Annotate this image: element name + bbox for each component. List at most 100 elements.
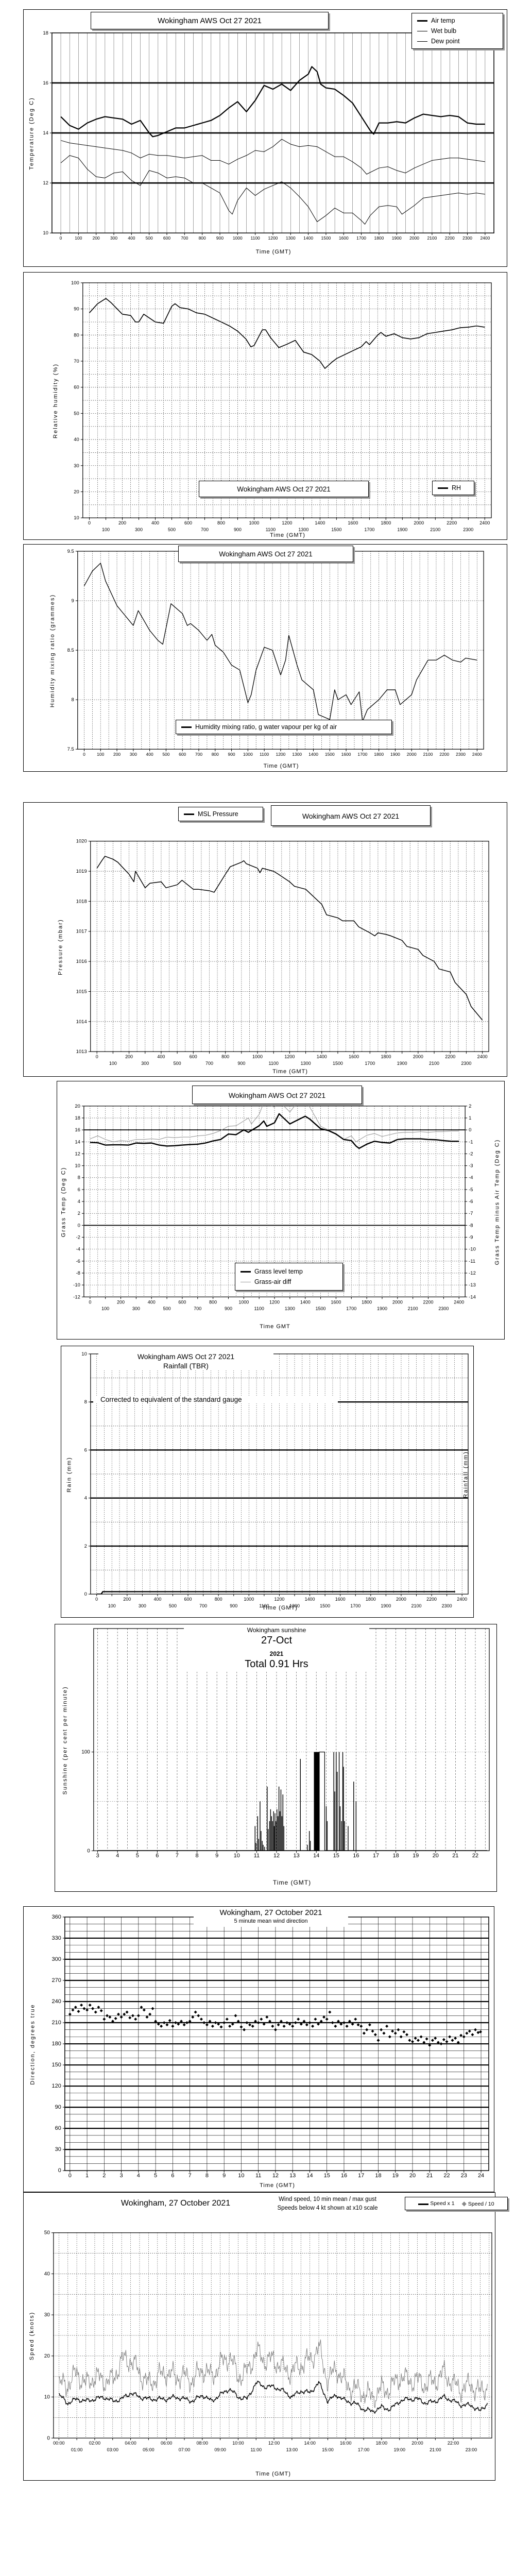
svg-text:1600: 1600 (331, 1299, 341, 1304)
svg-text:100: 100 (81, 1750, 90, 1755)
svg-text:1900: 1900 (397, 527, 407, 532)
chart-title-line1: Wokingham sunshine (247, 1626, 306, 1634)
svg-text:1000: 1000 (243, 752, 253, 757)
svg-text:100: 100 (102, 527, 110, 532)
svg-text:200: 200 (93, 235, 100, 241)
svg-text:01:00: 01:00 (71, 2447, 82, 2452)
svg-text:2300: 2300 (442, 1603, 452, 1608)
svg-text:600: 600 (184, 1597, 192, 1602)
svg-text:900: 900 (216, 235, 224, 241)
svg-text:8.5: 8.5 (67, 648, 74, 653)
svg-text:300: 300 (52, 1956, 61, 1962)
svg-text:800: 800 (212, 752, 219, 757)
x-axis-title: Time (GMT) (262, 1605, 298, 1611)
svg-text:2300: 2300 (462, 235, 472, 241)
y-axis-title-text: Rain (mm) (66, 1456, 73, 1493)
svg-text:18:00: 18:00 (376, 2441, 387, 2446)
svg-text:7: 7 (188, 2173, 192, 2179)
svg-text:09:00: 09:00 (214, 2447, 226, 2452)
svg-text:1300: 1300 (292, 752, 302, 757)
svg-text:1100: 1100 (269, 1061, 279, 1066)
x-axis-title: Time (GMT) (272, 1879, 312, 1886)
svg-text:800: 800 (215, 1597, 222, 1602)
svg-text:100: 100 (108, 1603, 116, 1608)
svg-text:3: 3 (120, 2173, 123, 2179)
legend: Air temp Wet bulb Dew point (411, 13, 503, 49)
svg-text:0: 0 (84, 1591, 87, 1597)
legend: Humidity mixing ratio, g water vapour pe… (176, 720, 392, 734)
svg-text:18: 18 (375, 2173, 381, 2179)
svg-text:18: 18 (392, 1853, 399, 1859)
x-axis-title: Time (GMT) (255, 249, 291, 255)
y2-axis-title-text: Grass Temp minus Air Temp (Deg C) (494, 1139, 501, 1265)
svg-text:-9: -9 (469, 1235, 473, 1241)
svg-text:70: 70 (74, 359, 79, 364)
svg-text:1700: 1700 (365, 1061, 375, 1066)
legend: Grass level temp Grass-air diff (235, 1263, 343, 1291)
svg-text:180: 180 (52, 2041, 61, 2047)
svg-text:100: 100 (97, 752, 104, 757)
svg-text:100: 100 (101, 1306, 109, 1311)
rainfall-plot: 0100200300400500600700800900100011001200… (81, 1351, 469, 1608)
svg-text:-14: -14 (469, 1294, 476, 1300)
svg-text:16:00: 16:00 (340, 2441, 351, 2446)
svg-text:1100: 1100 (251, 235, 261, 241)
svg-text:0: 0 (89, 1299, 91, 1304)
svg-text:7: 7 (176, 1853, 179, 1859)
svg-text:300: 300 (141, 1061, 149, 1066)
svg-text:1500: 1500 (331, 527, 341, 532)
svg-text:1900: 1900 (392, 235, 402, 241)
svg-text:4: 4 (84, 1496, 87, 1501)
svg-text:0: 0 (83, 752, 85, 757)
svg-text:500: 500 (162, 752, 169, 757)
y-axis-title: Sunshine (per cent per minute) (61, 1629, 70, 1852)
svg-text:1300: 1300 (301, 1061, 311, 1066)
svg-text:2200: 2200 (439, 752, 449, 757)
svg-text:14: 14 (43, 130, 48, 136)
svg-text:3: 3 (96, 1853, 99, 1859)
svg-text:11: 11 (254, 1853, 260, 1859)
chart-title: Wokingham AWS Oct 27 2021 (271, 805, 431, 826)
svg-text:10: 10 (81, 1351, 87, 1357)
svg-text:21:00: 21:00 (430, 2447, 441, 2452)
svg-text:8: 8 (84, 1399, 87, 1405)
y-axis-title-text: Grass Temp (Deg C) (60, 1166, 66, 1238)
svg-text:13: 13 (289, 2173, 296, 2179)
svg-text:1: 1 (85, 2173, 89, 2179)
svg-text:15:00: 15:00 (322, 2447, 333, 2452)
svg-text:16: 16 (353, 1853, 359, 1859)
legend-item-grass-temp: Grass level temp (235, 1266, 342, 1277)
svg-text:18: 18 (43, 30, 48, 36)
svg-text:30: 30 (44, 2312, 50, 2318)
svg-text:-2: -2 (469, 1151, 473, 1157)
legend: Speed x 1 ◆ Speed / 10 (405, 2197, 508, 2210)
svg-text:11: 11 (255, 2173, 261, 2179)
svg-text:6: 6 (84, 1447, 87, 1453)
svg-text:1700: 1700 (356, 235, 366, 241)
svg-text:2: 2 (469, 1104, 471, 1109)
legend-item-dew-point: Dew point (412, 36, 503, 46)
svg-text:1600: 1600 (349, 1054, 359, 1059)
svg-text:22: 22 (472, 1853, 478, 1859)
svg-text:20: 20 (74, 489, 79, 495)
svg-text:1200: 1200 (269, 1299, 280, 1304)
svg-text:0: 0 (60, 235, 62, 241)
svg-text:1400: 1400 (305, 1597, 315, 1602)
svg-text:-12: -12 (469, 1270, 476, 1276)
svg-text:20: 20 (409, 2173, 416, 2179)
svg-text:-10: -10 (469, 1247, 476, 1252)
svg-text:0: 0 (95, 1597, 98, 1602)
y-axis-title: Grass Temp (Deg C) (59, 1106, 67, 1298)
svg-text:2: 2 (78, 1211, 80, 1216)
svg-text:0: 0 (88, 520, 91, 526)
legend-label: Air temp (431, 17, 455, 24)
legend-item-wet-bulb: Wet bulb (412, 26, 503, 36)
svg-text:1400: 1400 (300, 1299, 311, 1304)
svg-text:8: 8 (72, 697, 74, 703)
svg-text:-11: -11 (469, 1259, 475, 1264)
chart-title-date: 27-Oct (261, 1635, 293, 1646)
svg-text:20: 20 (44, 2353, 50, 2359)
svg-text:10:00: 10:00 (232, 2441, 244, 2446)
svg-text:2000: 2000 (396, 1597, 406, 1602)
svg-text:500: 500 (146, 235, 153, 241)
